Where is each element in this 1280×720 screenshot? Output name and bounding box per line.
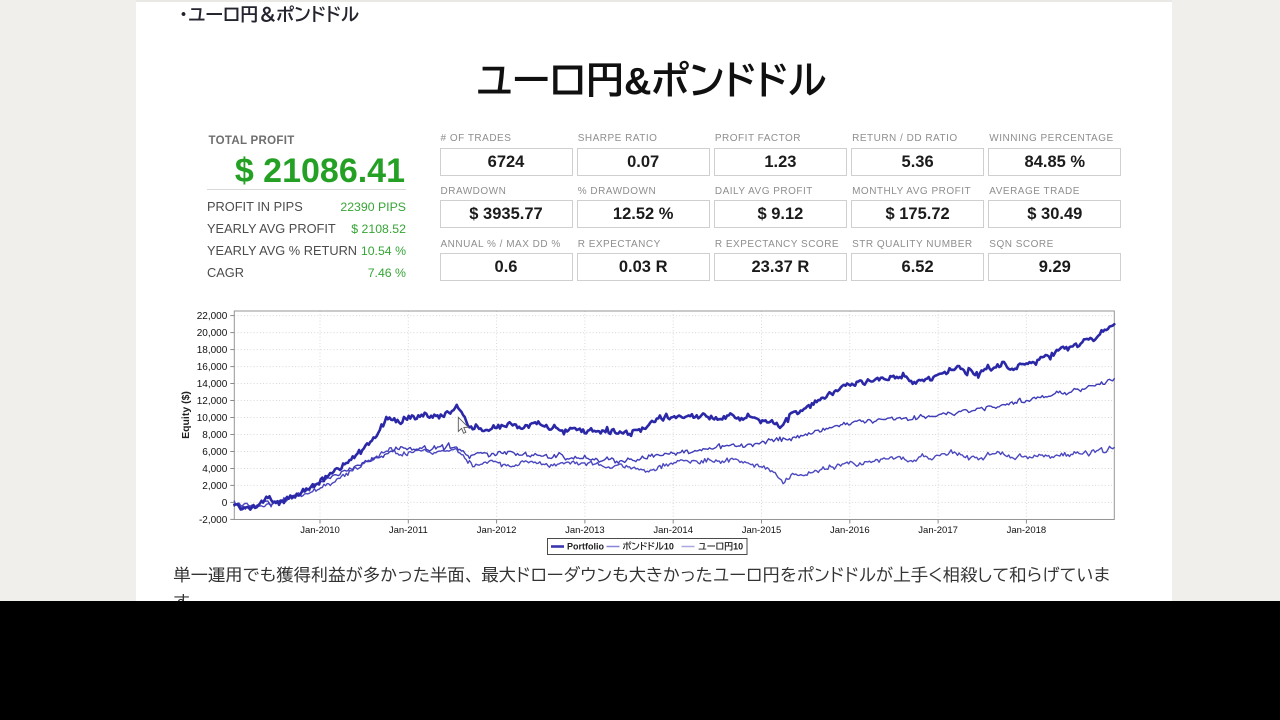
svg-text:ユーロ円10: ユーロ円10 bbox=[698, 542, 743, 552]
svg-text:4,000: 4,000 bbox=[202, 464, 227, 475]
svg-text:8,000: 8,000 bbox=[202, 430, 227, 441]
svg-text:Jan-2014: Jan-2014 bbox=[653, 525, 693, 536]
svg-text:Equity ($): Equity ($) bbox=[180, 391, 192, 439]
svg-text:18,000: 18,000 bbox=[197, 345, 228, 356]
svg-text:16,000: 16,000 bbox=[197, 362, 228, 373]
svg-text:0: 0 bbox=[222, 498, 228, 509]
svg-text:Jan-2016: Jan-2016 bbox=[830, 525, 870, 536]
svg-text:Jan-2013: Jan-2013 bbox=[565, 525, 605, 536]
svg-text:Jan-2015: Jan-2015 bbox=[742, 525, 782, 536]
svg-text:14,000: 14,000 bbox=[197, 379, 228, 390]
svg-text:ポンドドル10: ポンドドル10 bbox=[623, 542, 674, 552]
svg-text:Jan-2018: Jan-2018 bbox=[1007, 525, 1047, 536]
svg-text:10,000: 10,000 bbox=[197, 413, 228, 424]
svg-text:Portfolio: Portfolio bbox=[567, 542, 604, 552]
svg-text:Jan-2011: Jan-2011 bbox=[389, 525, 428, 536]
svg-text:Jan-2017: Jan-2017 bbox=[918, 525, 958, 536]
svg-text:20,000: 20,000 bbox=[197, 328, 228, 339]
svg-text:22,000: 22,000 bbox=[197, 311, 228, 322]
svg-text:-2,000: -2,000 bbox=[199, 515, 228, 526]
svg-text:Jan-2010: Jan-2010 bbox=[300, 525, 340, 536]
svg-text:2,000: 2,000 bbox=[202, 481, 227, 492]
svg-text:Jan-2012: Jan-2012 bbox=[477, 525, 517, 536]
svg-text:6,000: 6,000 bbox=[202, 447, 227, 458]
svg-text:12,000: 12,000 bbox=[197, 396, 228, 407]
